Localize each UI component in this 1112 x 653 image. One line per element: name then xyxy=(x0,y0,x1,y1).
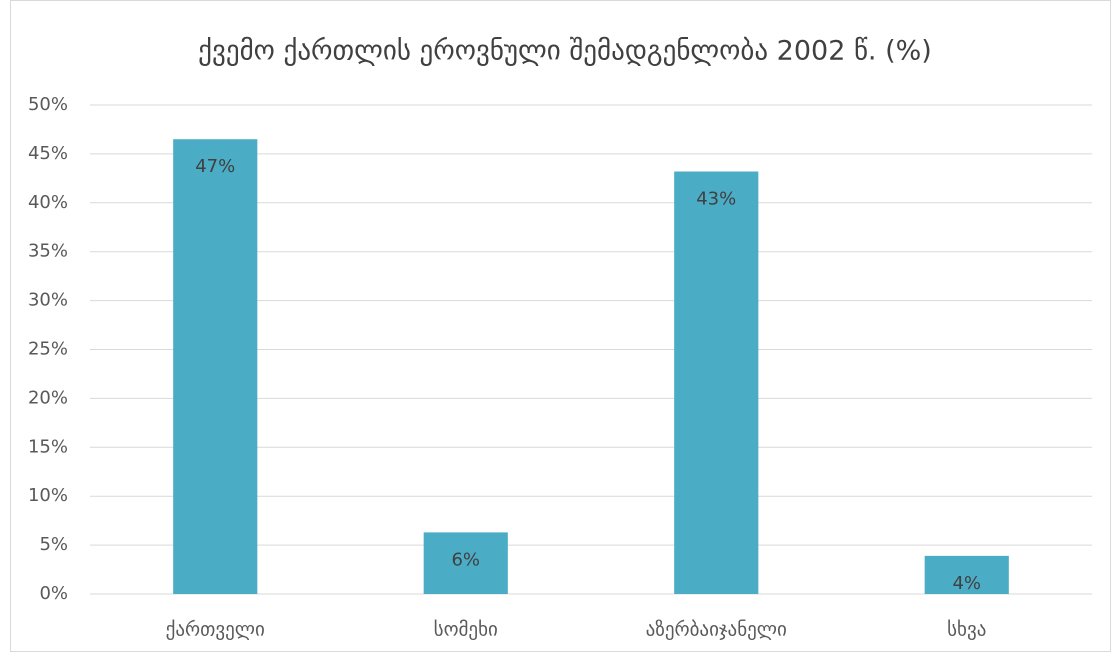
y-tick-label: 40% xyxy=(28,192,68,213)
x-tick-label: სომეხი xyxy=(434,619,498,641)
y-tick-label: 5% xyxy=(39,534,68,555)
value-label: 6% xyxy=(451,549,480,570)
x-tick-label: აზერბაიჯანელი xyxy=(646,619,787,641)
bar xyxy=(423,532,508,594)
bar xyxy=(173,139,258,595)
y-tick-label: 10% xyxy=(28,485,68,506)
y-tick-label: 25% xyxy=(28,339,68,360)
bar xyxy=(924,555,1009,594)
chart-title: ქვემო ქართლის ეროვნული შემადგენლობა 2002… xyxy=(198,36,932,67)
x-tick-label: ქართველი xyxy=(166,619,265,641)
bar xyxy=(674,171,759,594)
y-tick-label: 15% xyxy=(28,436,68,457)
y-tick-label: 50% xyxy=(28,94,68,115)
value-label: 43% xyxy=(696,189,736,210)
y-tick-label: 20% xyxy=(28,387,68,408)
y-tick-label: 35% xyxy=(28,241,68,262)
x-tick-label: სხვა xyxy=(947,619,986,641)
value-label: 47% xyxy=(195,156,235,177)
y-tick-label: 30% xyxy=(28,290,68,311)
y-tick-label: 0% xyxy=(39,583,68,604)
value-label: 4% xyxy=(952,573,981,594)
chart-border xyxy=(10,0,1111,652)
y-tick-label: 45% xyxy=(28,143,68,164)
